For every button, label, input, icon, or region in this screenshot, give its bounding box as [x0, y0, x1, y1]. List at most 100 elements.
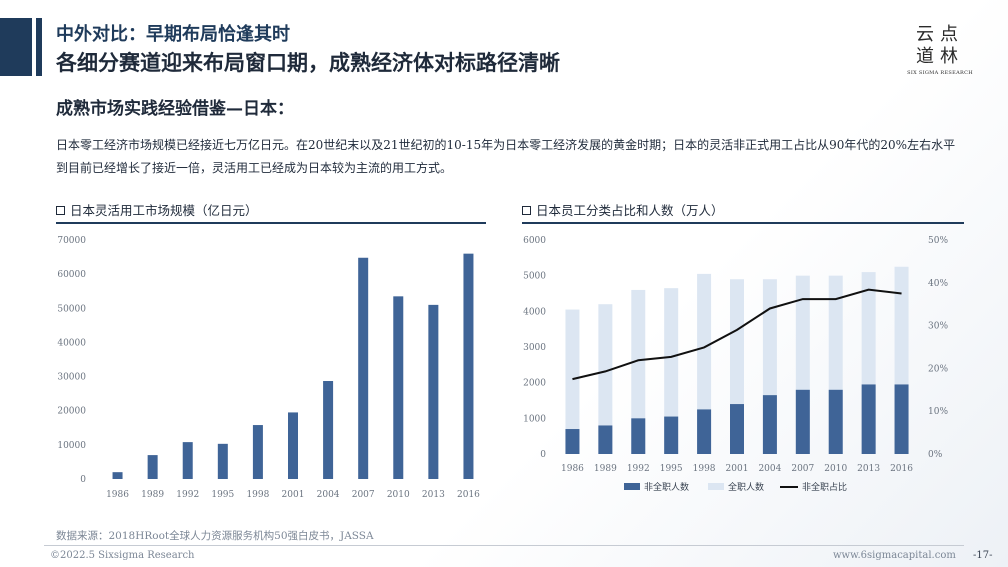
x-tick-label: 2004 [758, 464, 781, 474]
legend-label: 非全职人数 [644, 481, 689, 493]
section-title: 成熟市场实践经验借鉴—日本： [56, 99, 294, 119]
part-time-bar [697, 409, 712, 454]
y-left-tick-label: 4000 [523, 307, 546, 317]
x-tick-label: 1986 [106, 490, 129, 500]
y-tick-label: 30000 [57, 373, 86, 383]
legend-swatch-part-time [624, 483, 640, 490]
x-tick-label: 1989 [141, 490, 164, 500]
bar [428, 304, 439, 479]
page-number: -17- [973, 550, 993, 561]
right-chart-title-text: 日本员工分类占比和人数（万人） [536, 203, 724, 218]
bar [112, 472, 123, 479]
y-left-tick-label: 1000 [523, 414, 546, 424]
bar [217, 443, 228, 479]
x-tick-label: 1992 [176, 490, 199, 500]
legend-label: 非全职占比 [802, 481, 847, 493]
logo-cn-line2: 道林 [916, 46, 964, 67]
x-tick-label: 1992 [627, 464, 650, 474]
right-chart-title: 日本员工分类占比和人数（万人） [522, 200, 724, 219]
x-tick-label: 1989 [594, 464, 617, 474]
x-tick-label: 1995 [660, 464, 683, 474]
logo-cn-line1: 云点 [916, 24, 964, 45]
footer-copyright: ©2022.5 Sixsigma Research [50, 550, 195, 561]
bar [323, 381, 334, 479]
right-combo-chart: 0 1000 2000 3000 4000 5000 6000 0% 10% 20% 30% 40% 5… [523, 236, 948, 493]
part-time-bar [664, 416, 679, 454]
x-tick-label: 2010 [824, 464, 847, 474]
y-tick-label: 0 [80, 475, 86, 485]
y-left-tick-label: 0 [540, 450, 546, 460]
bar [393, 296, 404, 479]
part-time-bar [894, 384, 909, 454]
part-time-bar [861, 384, 876, 454]
y-tick-label: 40000 [57, 338, 86, 348]
bar [182, 442, 193, 479]
footer-website: www.6sigmacapital.com [833, 550, 956, 561]
x-tick-label: 1995 [211, 490, 234, 500]
accent-bar [0, 18, 32, 76]
x-tick-label: 2016 [890, 464, 913, 474]
x-tick-label: 1998 [246, 490, 269, 500]
x-tick-label: 1998 [693, 464, 716, 474]
y-tick-label: 10000 [57, 441, 86, 451]
y-right-tick-label: 40% [928, 279, 948, 289]
full-time-bar [565, 309, 580, 454]
x-tick-label: 2010 [387, 490, 410, 500]
part-time-ratio-line [572, 288, 902, 381]
square-bullet-icon [522, 206, 531, 215]
bar [288, 412, 298, 479]
y-right-tick-label: 20% [928, 364, 948, 374]
left-chart-rule [56, 222, 486, 224]
y-tick-label: 70000 [57, 236, 86, 246]
x-tick-label: 2013 [422, 490, 445, 500]
part-time-bar [730, 404, 744, 454]
y-right-tick-label: 50% [928, 236, 948, 246]
x-tick-label: 2004 [317, 490, 340, 500]
left-bar-chart: 0 10000 20000 30000 40000 50000 60000 70000 1986… [57, 236, 480, 500]
left-chart-title-text: 日本灵活用工市场规模（亿日元） [70, 203, 258, 218]
bar [252, 425, 263, 479]
full-time-bar [664, 288, 679, 454]
logo-en: SIX SIGMA RESEARCH [907, 70, 973, 76]
part-time-bar [828, 389, 843, 454]
full-time-bar [631, 289, 646, 454]
left-chart-title: 日本灵活用工市场规模（亿日元） [56, 200, 258, 219]
bar [147, 455, 158, 479]
y-tick-label: 60000 [57, 270, 86, 280]
part-time-bar [631, 418, 646, 454]
x-tick-label: 2007 [791, 464, 814, 474]
footer-divider [44, 545, 964, 546]
part-time-bar [795, 389, 810, 454]
intro-paragraph: 日本零工经济市场规模已经接近七万亿日元。在20世纪末以及21世纪初的10-15年… [56, 138, 956, 175]
part-time-bar [762, 395, 777, 454]
y-right-tick-label: 0% [928, 450, 943, 460]
bar [463, 253, 474, 479]
x-tick-label: 2016 [457, 490, 480, 500]
full-time-bar [697, 273, 712, 454]
bar [358, 257, 369, 479]
legend-label: 全职人数 [728, 481, 764, 493]
y-tick-label: 50000 [57, 304, 86, 314]
x-tick-label: 2001 [282, 490, 305, 500]
part-time-bar [565, 429, 580, 454]
y-left-tick-label: 5000 [523, 272, 546, 282]
x-tick-label: 2007 [352, 490, 375, 500]
x-tick-label: 2001 [726, 464, 749, 474]
data-source: 数据来源：2018HRoot全球人力资源服务机构50强白皮书，JASSA [56, 530, 374, 542]
right-chart-rule [522, 222, 964, 224]
y-right-tick-label: 30% [928, 322, 948, 332]
legend-swatch-full-time [708, 483, 724, 490]
y-tick-label: 20000 [57, 407, 86, 417]
y-left-tick-label: 2000 [523, 379, 546, 389]
full-time-bar [598, 304, 613, 454]
main-title: 各细分赛道迎来布局窗口期，成熟经济体对标路径清晰 [56, 51, 560, 75]
y-right-tick-label: 10% [928, 407, 948, 417]
square-bullet-icon [56, 206, 65, 215]
y-left-tick-label: 3000 [523, 343, 546, 353]
part-time-bar [598, 425, 613, 454]
top-title: 中外对比：早期布局恰逢其时 [56, 24, 290, 45]
accent-bar-thin [36, 18, 42, 76]
y-left-tick-label: 6000 [523, 236, 546, 246]
x-tick-label: 1986 [561, 464, 584, 474]
brand-logo: 云点 道林 SIX SIGMA RESEARCH [904, 24, 976, 76]
